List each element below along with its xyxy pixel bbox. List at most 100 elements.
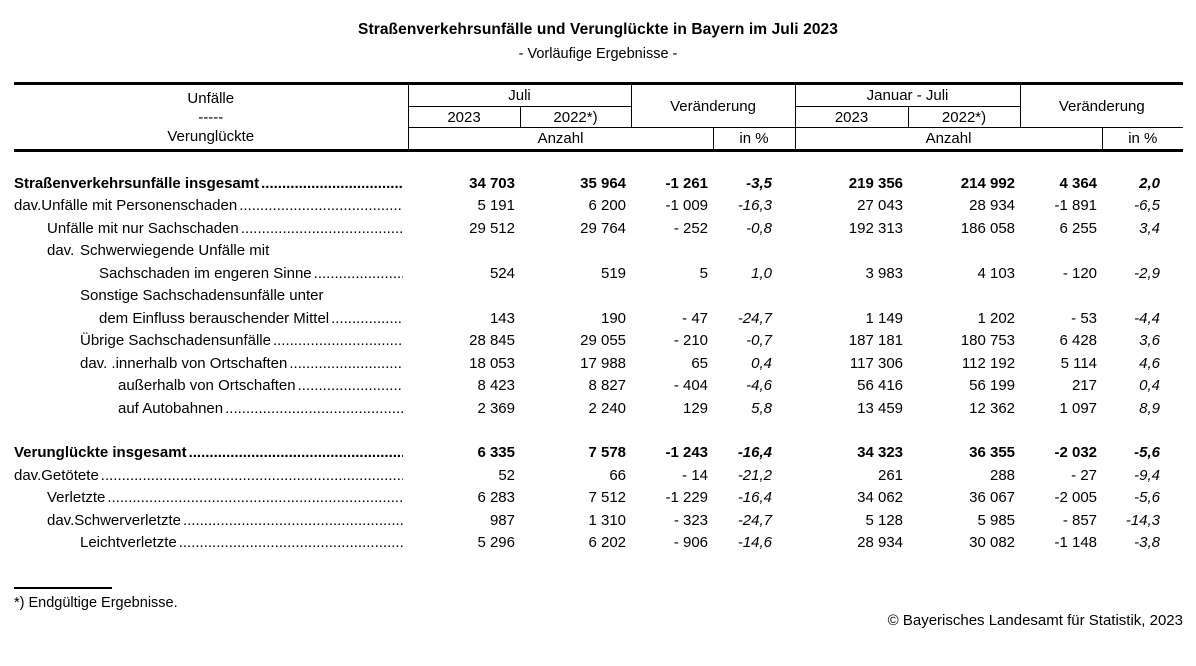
value-cell: 7 578 (588, 444, 627, 461)
row-label-cell: Übrige Sachschadensunfälle..............… (14, 327, 408, 349)
leader-dots: ........................................… (107, 489, 403, 506)
value-cell: - 323 (673, 511, 709, 529)
row-label-cell: dav. Schwerwiegende Unfälle mit (14, 237, 408, 259)
value-cell: -1 243 (665, 444, 709, 461)
value-cell: 187 181 (848, 332, 904, 349)
value-cell: 214 992 (960, 174, 1016, 192)
value-cell: 3,4 (1139, 219, 1161, 237)
value-cell: 5 128 (865, 511, 904, 529)
table-row: Unfälle mit nur Sachschaden.............… (14, 214, 1183, 237)
value-cell: -2,9 (1134, 264, 1161, 282)
value-cell: 1 149 (865, 309, 904, 327)
footnote-text: *) Endgültige Ergebnisse. (14, 595, 178, 611)
value-cell: 6 335 (477, 444, 515, 461)
row-label-cell: Verletzte...............................… (14, 484, 408, 506)
leader-dots: ........................................… (239, 197, 403, 214)
value-cell: 987 (489, 511, 515, 529)
value-cell (908, 237, 1020, 260)
value-cell (408, 237, 520, 260)
table-row: Verletzte...............................… (14, 484, 1183, 506)
value-cell: -1 261 (665, 174, 709, 192)
table-body: Straßenverkehrsunfälle insgesamt........… (14, 151, 1183, 552)
value-cell (520, 237, 631, 260)
value-cell: 4 364 (1059, 174, 1098, 192)
value-cell: 6 428 (1059, 332, 1098, 349)
table-row: außerhalb von Ortschaften...............… (14, 372, 1183, 394)
unit-header-pct-janjul: in % (1101, 127, 1184, 151)
value-cell: -0,7 (746, 332, 773, 349)
table-row: Verunglückte insgesamt..................… (14, 417, 1183, 461)
copyright-text: © Bayerisches Landesamt für Statistik, 2… (887, 612, 1183, 629)
value-cell: 6 283 (477, 489, 515, 506)
page-subtitle: - Vorläufige Ergebnisse - (518, 46, 678, 62)
value-cell: 4,6 (1139, 354, 1161, 372)
row-label-cell: Leichtverletzte.........................… (14, 529, 408, 551)
value-cell: -9,4 (1134, 466, 1161, 484)
row-label: Sachschaden im engeren Sinne (99, 264, 312, 282)
value-cell: 17 988 (580, 354, 627, 372)
leader-dots: ........................................… (182, 511, 403, 529)
row-label-cell: dav. Getötete............................… (14, 461, 408, 484)
value-cell: 36 355 (969, 444, 1016, 461)
change-header-juli: Veränderung (630, 83, 796, 128)
row-label-cell: dav. . innerhalb von Ortschaften.........… (14, 349, 408, 372)
value-cell: - 27 (1071, 466, 1098, 484)
value-cell: - 210 (673, 332, 709, 349)
row-label: auf Autobahnen (118, 399, 224, 417)
value-cell: 13 459 (857, 399, 904, 417)
value-cell: - 857 (1062, 511, 1098, 529)
value-cell: -14,3 (1125, 511, 1161, 529)
table-header: Unfälle ----- Verunglückte Juli Veränder… (14, 83, 1184, 151)
value-cell: -21,2 (737, 466, 773, 484)
value-cell: 6 200 (588, 197, 627, 214)
value-cell: 0,4 (751, 354, 773, 372)
row-label: Unfälle mit Personenschaden (41, 197, 238, 214)
period-header-juli: Juli (407, 83, 632, 107)
table-row: dav. Unfälle mit Personenschaden.........… (14, 192, 1183, 214)
row-label: Unfälle mit nur Sachschaden (47, 219, 239, 237)
change-header-januar-juli: Veränderung (1019, 83, 1184, 128)
value-cell: -3,5 (746, 174, 773, 192)
row-label-cell: Sonstige Sachschadensunfälle unter (14, 282, 408, 304)
value-cell: 28 934 (857, 534, 904, 551)
value-cell: 219 356 (848, 174, 904, 192)
value-cell: 2 369 (477, 399, 515, 417)
value-cell: -3,8 (1134, 534, 1161, 551)
value-cell: 5 (699, 264, 709, 282)
value-cell: -16,4 (737, 489, 773, 506)
unit-header-pct-juli: in % (712, 127, 796, 151)
row-label-cell: auf Autobahnen..........................… (14, 394, 408, 417)
year-header-janjul-2022: 2022*) (907, 106, 1021, 128)
period-header-januar-juli: Januar - Juli (794, 83, 1021, 107)
value-cell: -16,4 (737, 444, 773, 461)
row-label: Straßenverkehrsunfälle insgesamt (14, 174, 260, 192)
value-cell (795, 237, 908, 260)
row-prefix: dav. . (80, 354, 116, 372)
year-header-juli-2022: 2022*) (519, 106, 632, 128)
row-label-cell: Sachschaden im engeren Sinne............… (14, 259, 408, 282)
value-cell: 3 983 (865, 264, 904, 282)
row-label: Sonstige Sachschadensunfälle unter (80, 287, 324, 304)
row-label: innerhalb von Ortschaften (115, 354, 288, 372)
row-label: dem Einfluss berauschender Mittel (99, 309, 330, 327)
value-cell: 56 416 (857, 377, 904, 394)
row-label: Schwerverletzte (74, 511, 181, 529)
value-cell: -1 891 (1054, 197, 1098, 214)
value-cell: 52 (498, 466, 515, 484)
table-row: dav. Schwerwiegende Unfälle mit (14, 237, 1183, 260)
value-cell: 519 (600, 264, 627, 282)
value-cell: 192 313 (848, 219, 904, 237)
value-cell (1102, 237, 1183, 260)
value-cell: 8,9 (1139, 399, 1161, 417)
value-cell: 288 (990, 466, 1016, 484)
table-row: Leichtverletzte.........................… (14, 529, 1183, 551)
value-cell: 12 362 (969, 399, 1016, 417)
value-cell (795, 282, 908, 305)
value-cell: -5,6 (1134, 489, 1161, 506)
footnote-rule (14, 587, 112, 589)
stub-line-unfaelle: Unfälle (187, 89, 235, 107)
value-cell: -0,8 (746, 219, 773, 237)
value-cell: 30 082 (969, 534, 1016, 551)
value-cell: - 47 (682, 309, 709, 327)
value-cell: 65 (691, 354, 709, 372)
